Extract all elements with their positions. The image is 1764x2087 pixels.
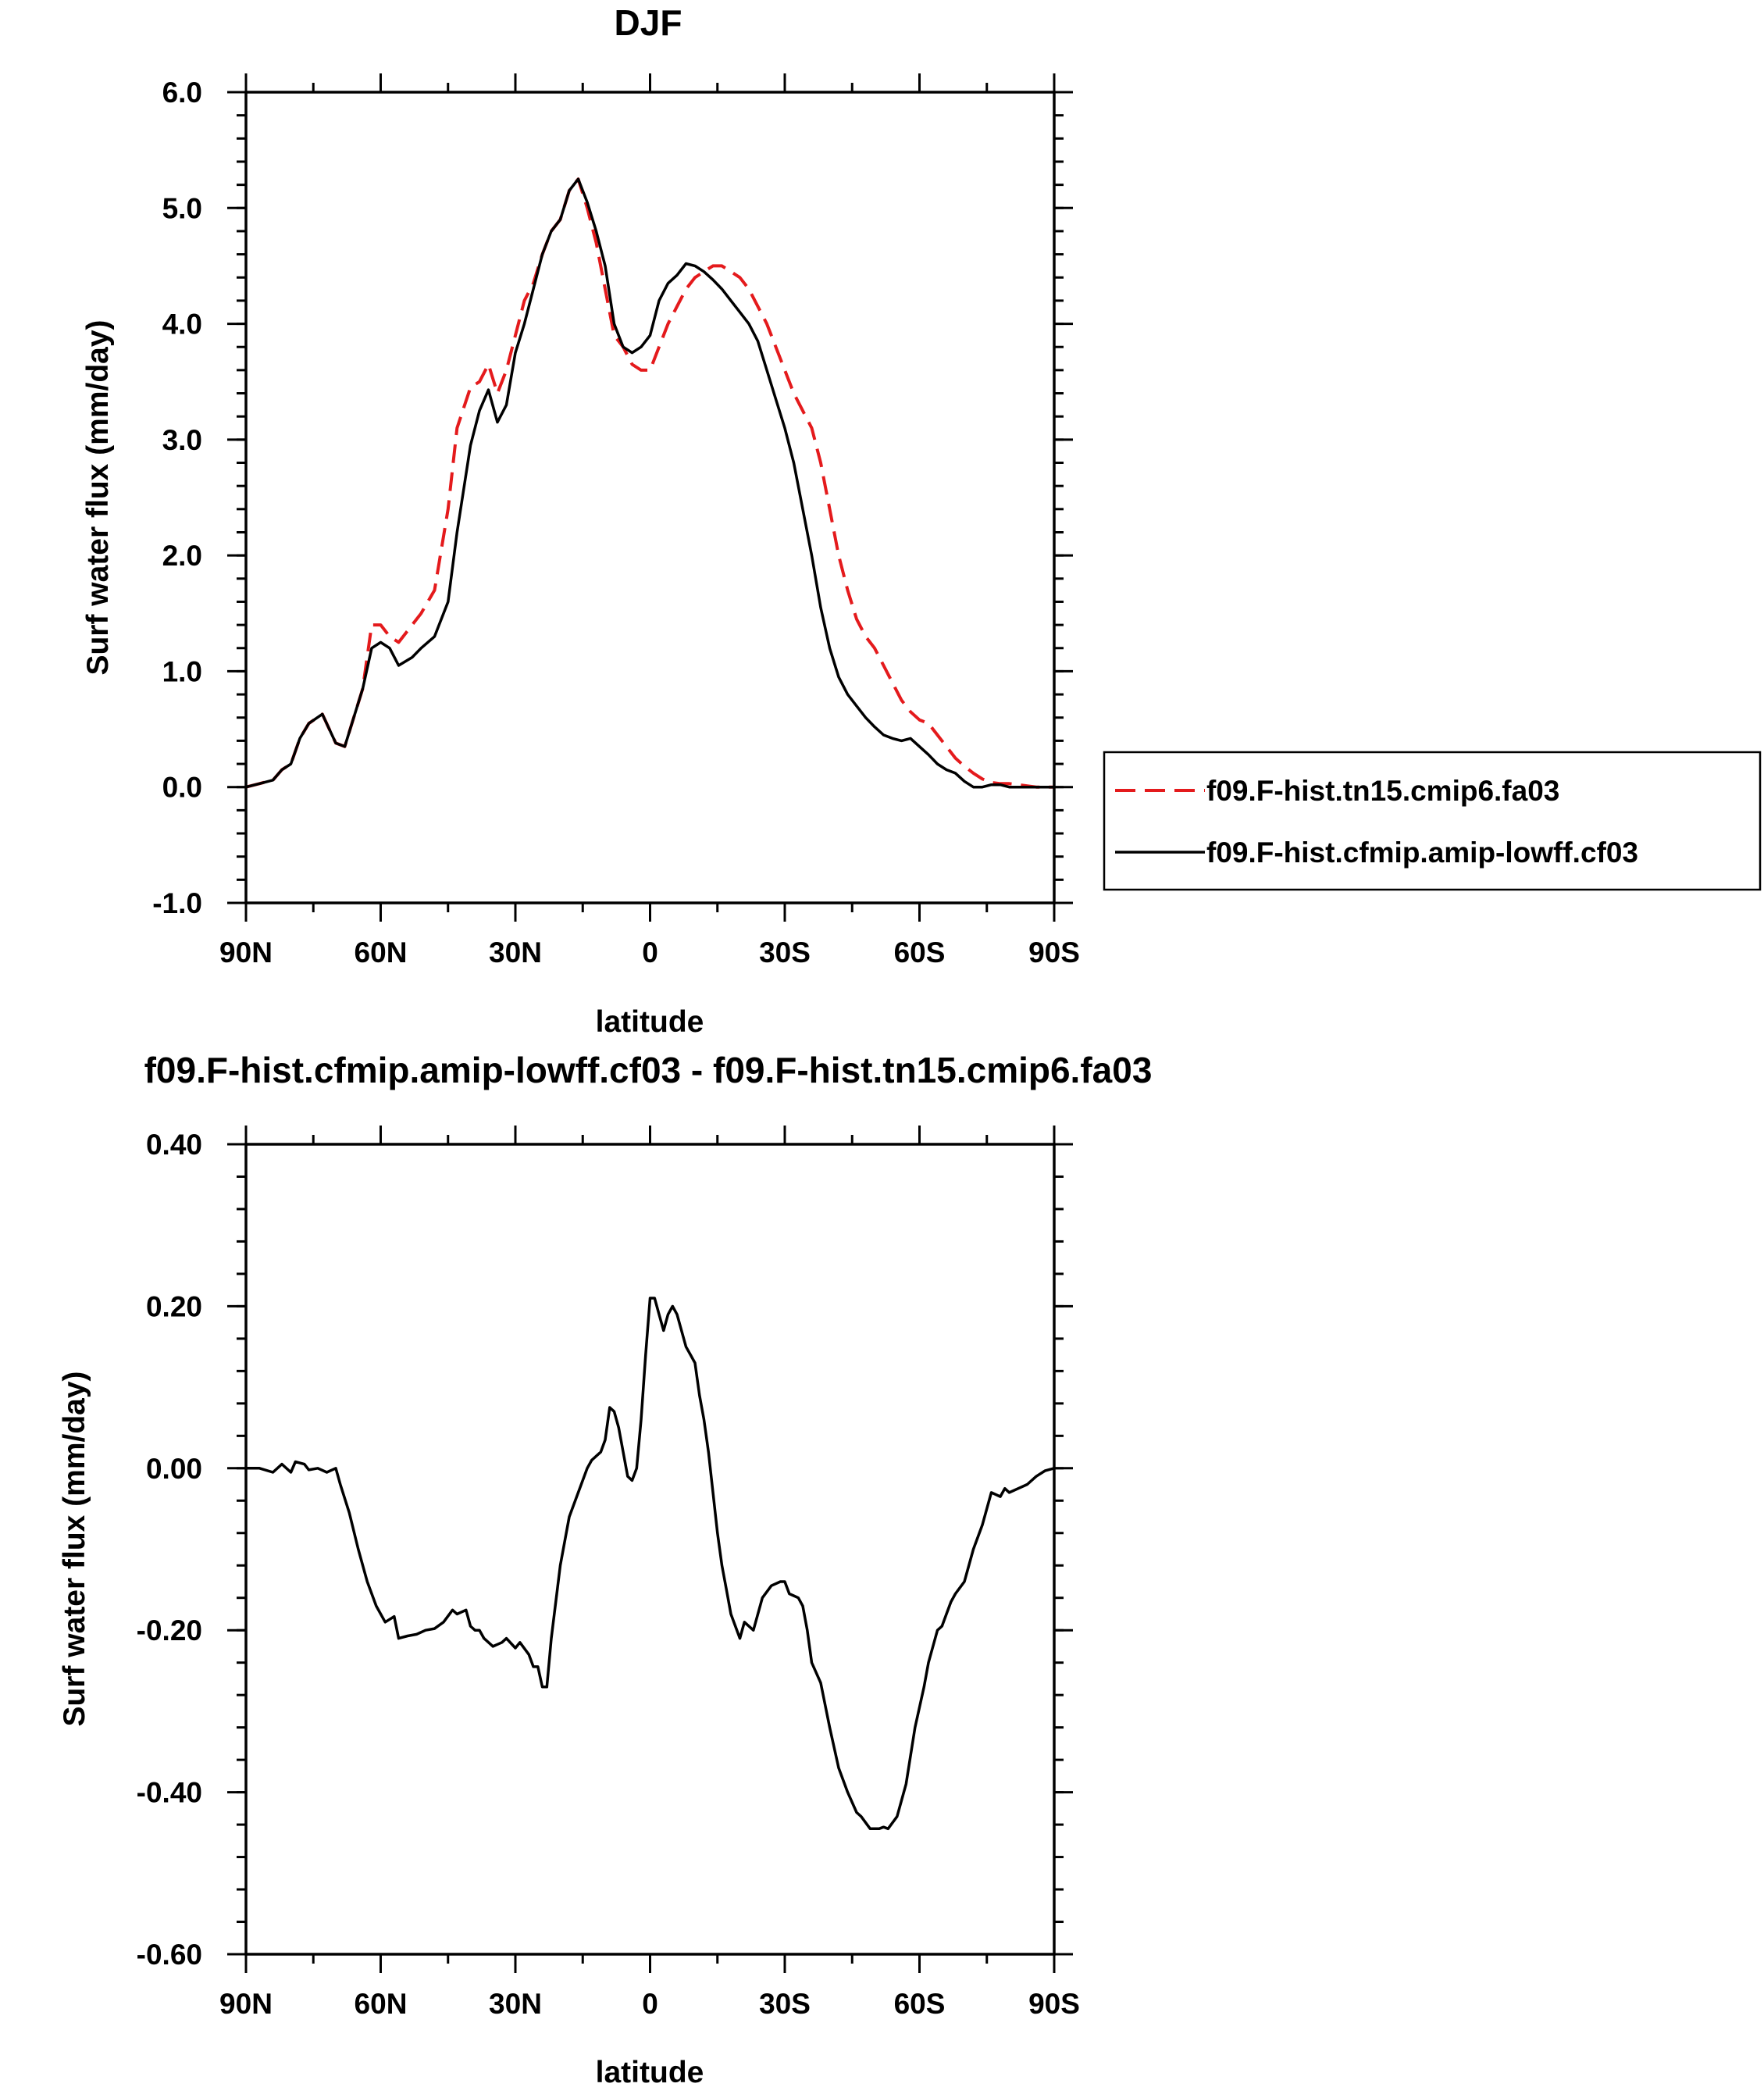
bottom-x-tick-label: 30N bbox=[489, 1988, 542, 2020]
bottom-x-tick-label: 0 bbox=[642, 1988, 658, 2020]
top-x-tick-label: 90S bbox=[1028, 936, 1080, 969]
bottom-panel: f09.F-hist.cfmip.amip-lowff.cf03 - f09.F… bbox=[58, 1050, 1152, 2087]
bottom-y-tick-label: -0.60 bbox=[137, 1939, 202, 1971]
top-x-tick-label: 60S bbox=[894, 936, 946, 969]
bottom-axis-ticks bbox=[227, 1126, 1073, 1973]
top-x-tick-label: 30S bbox=[759, 936, 811, 969]
top-chart-title: DJF bbox=[615, 2, 682, 43]
top-y-axis-title: Surf water flux (mm/day) bbox=[81, 319, 115, 675]
top-y-tick-label: -1.0 bbox=[152, 887, 202, 919]
top-series-lines bbox=[245, 177, 1054, 789]
bottom-y-tick-label: -0.20 bbox=[137, 1614, 202, 1646]
top-x-tick-label: 90N bbox=[219, 936, 273, 969]
bottom-x-tick-label: 60N bbox=[355, 1988, 408, 2020]
bottom-y-tick-label: 0.20 bbox=[146, 1290, 202, 1322]
top-x-tick-label: 60N bbox=[355, 936, 408, 969]
bottom-x-axis-title: latitude bbox=[596, 2056, 704, 2087]
bottom-y-tick-label: 0.40 bbox=[146, 1129, 202, 1161]
bottom-x-tick-label: 90N bbox=[219, 1988, 273, 2020]
legend-box bbox=[1103, 751, 1762, 891]
bottom-y-axis-title: Surf water flux (mm/day) bbox=[58, 1371, 91, 1726]
top-plot-frame bbox=[244, 91, 1056, 904]
top-x-axis-title: latitude bbox=[596, 1005, 704, 1039]
bottom-y-tick-labels: 0.40 0.20 0.00 -0.20 -0.40 -0.60 bbox=[137, 1129, 202, 1971]
bottom-plot-frame bbox=[244, 1143, 1056, 1956]
top-y-tick-label: 6.0 bbox=[162, 77, 202, 109]
top-y-tick-label: 1.0 bbox=[162, 655, 202, 687]
top-y-tick-labels: 6.0 5.0 4.0 3.0 2.0 1.0 0.0 -1.0 bbox=[152, 77, 202, 919]
top-y-tick-label: 3.0 bbox=[162, 424, 202, 456]
top-panel: DJF 6.0 5.0 4.0 3.0 2.0 1.0 0.0 -1.0 90N 60N 30N 0… bbox=[81, 2, 1762, 1039]
bottom-y-tick-label: -0.40 bbox=[137, 1777, 202, 1809]
top-x-tick-labels: 90N 60N 30N 0 30S 60S 90S bbox=[219, 936, 1080, 969]
bottom-x-tick-label: 60S bbox=[894, 1988, 946, 2020]
bottom-series-line-1 bbox=[246, 1297, 1055, 1831]
top-y-tick-label: 2.0 bbox=[162, 540, 202, 572]
legend: f09.F-hist.tn15.cmip6.fa03 f09.F-hist.cf… bbox=[1103, 751, 1762, 891]
bottom-x-tick-label: 30S bbox=[759, 1988, 811, 2020]
bottom-y-tick-label: 0.00 bbox=[146, 1453, 202, 1485]
top-y-tick-label: 4.0 bbox=[162, 309, 202, 341]
top-y-tick-label: 5.0 bbox=[162, 192, 202, 224]
bottom-series-lines bbox=[246, 1297, 1055, 1831]
bottom-chart-title: f09.F-hist.cfmip.amip-lowff.cf03 - f09.F… bbox=[144, 1050, 1153, 1090]
top-x-tick-label: 30N bbox=[489, 936, 542, 969]
top-y-tick-label: 0.0 bbox=[162, 772, 202, 804]
top-x-tick-label: 0 bbox=[642, 936, 658, 969]
legend-label-series-2: f09.F-hist.cfmip.amip-lowff.cf03 bbox=[1206, 837, 1638, 869]
legend-label-series-1: f09.F-hist.tn15.cmip6.fa03 bbox=[1206, 775, 1559, 807]
top-series-line-2 bbox=[245, 177, 1054, 789]
top-series-line-1 bbox=[245, 177, 1054, 789]
bottom-x-tick-labels: 90N 60N 30N 0 30S 60S 90S bbox=[219, 1988, 1080, 2020]
top-axis-ticks bbox=[227, 73, 1073, 922]
bottom-x-tick-label: 90S bbox=[1028, 1988, 1080, 2020]
